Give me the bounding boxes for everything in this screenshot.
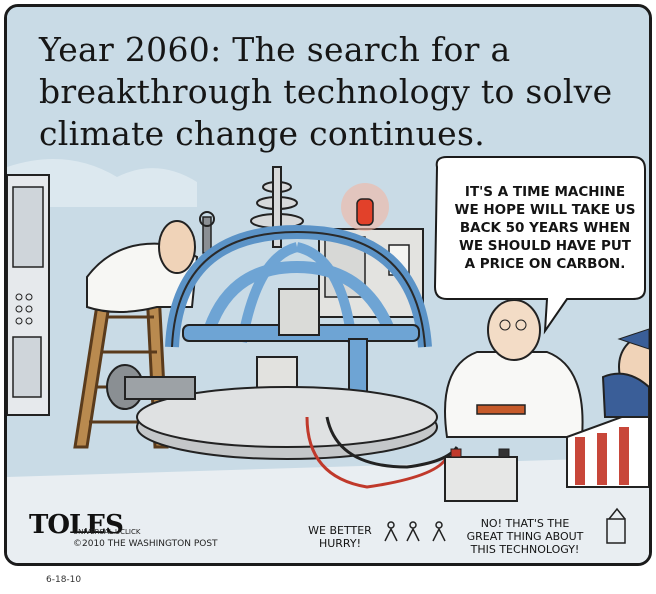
publish-date: 6-18-10 bbox=[46, 575, 82, 585]
small-dialogue-hurry: WE BETTER HURRY! bbox=[303, 524, 377, 550]
speech-bubble bbox=[433, 156, 646, 335]
cloud-left bbox=[7, 159, 197, 207]
screwdriver-icon bbox=[476, 404, 526, 415]
battery-icon bbox=[444, 448, 518, 502]
small-dialogue-great-thing-line-1: NO! THAT'S THE bbox=[480, 517, 570, 530]
antenna-coil bbox=[250, 166, 304, 248]
speech-line-4: WE SHOULD HAVE PUT bbox=[458, 238, 632, 254]
copyright-notice: ©2010 THE WASHINGTON POST bbox=[73, 539, 218, 549]
small-dialogue-great-thing-line-3: THIS TECHNOLOGY! bbox=[470, 543, 580, 556]
uncle-sam bbox=[566, 328, 649, 488]
cartoon-artwork bbox=[7, 7, 649, 563]
caption-line-1: Year 2060: The search for a bbox=[39, 30, 511, 69]
small-dialogue-hurry-line-1: WE BETTER bbox=[308, 524, 372, 537]
speech-line-1: IT'S A TIME MACHINE bbox=[464, 184, 626, 200]
small-dialogue-hurry-line-2: HURRY! bbox=[318, 537, 362, 550]
artist-signature: TOLES bbox=[29, 510, 124, 540]
speech-line-3: BACK 50 YEARS WHEN bbox=[459, 220, 631, 236]
syndicate-credit: UNIVERSAL UCLICK bbox=[73, 528, 141, 536]
cartoon-panel: Year 2060: The search for a breakthrough… bbox=[4, 4, 652, 566]
tiny-inkwell-figure bbox=[606, 507, 626, 544]
scientist-on-ladder bbox=[86, 211, 215, 313]
scientist-speaking bbox=[444, 299, 584, 438]
speech-line-5: A PRICE ON CARBON. bbox=[464, 256, 626, 272]
speech-bubble-text: IT'S A TIME MACHINE WE HOPE WILL TAKE US… bbox=[447, 183, 643, 273]
control-panel bbox=[7, 174, 50, 416]
beacon-light-icon bbox=[341, 183, 389, 231]
caption-line-2: breakthrough technology to solve bbox=[39, 72, 613, 111]
control-box bbox=[278, 288, 320, 336]
caption: Year 2060: The search for a breakthrough… bbox=[39, 29, 639, 155]
small-dialogue-great-thing: NO! THAT'S THE GREAT THING ABOUT THIS TE… bbox=[459, 517, 591, 556]
tiny-figures bbox=[384, 521, 446, 542]
gear-icon bbox=[106, 364, 196, 410]
small-dialogue-great-thing-line-2: GREAT THING ABOUT bbox=[466, 530, 584, 543]
speech-line-2: WE HOPE WILL TAKE US bbox=[454, 202, 636, 218]
wrench-icon bbox=[202, 216, 212, 254]
caption-line-3: climate change continues. bbox=[39, 114, 486, 153]
